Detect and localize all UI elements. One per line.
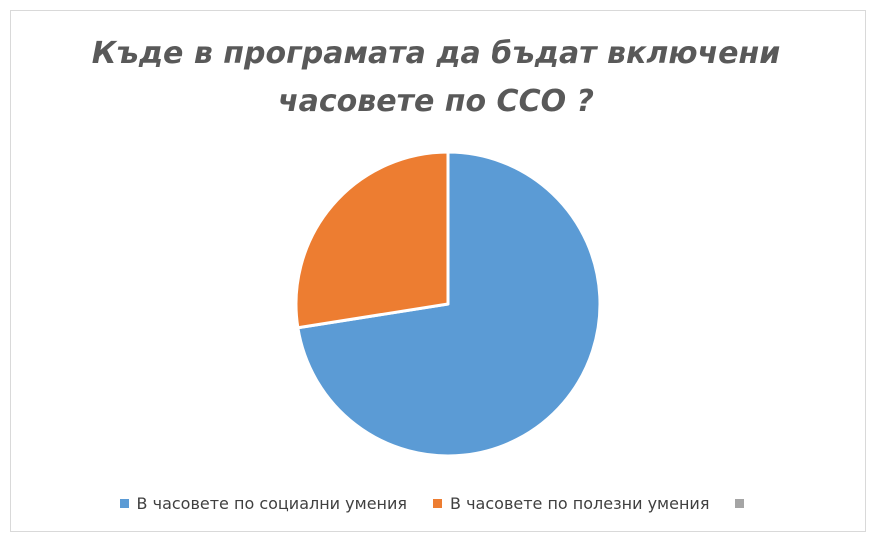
legend-item-third (735, 499, 752, 508)
legend: В часовете по социални умения В часовете… (0, 494, 872, 513)
pie-slice-1 (294, 150, 450, 330)
legend-swatch-social-skills (119, 499, 129, 508)
chart-title-line-2: часовете по ССО ? (278, 84, 594, 119)
legend-label-useful-skills: В часовете по полезни умения (450, 494, 710, 513)
legend-item-social-skills: В часовете по социални умения (119, 494, 408, 513)
chart-title-line-1: Къде в програмата да бъдат включени (91, 36, 781, 71)
chart-title: Къде в програмата да бъдат включени часо… (0, 30, 872, 126)
legend-item-useful-skills: В часовете по полезни умения (433, 494, 709, 513)
legend-swatch-third (735, 499, 745, 508)
legend-label-social-skills: В часовете по социални умения (136, 494, 408, 513)
legend-swatch-useful-skills (433, 499, 443, 508)
